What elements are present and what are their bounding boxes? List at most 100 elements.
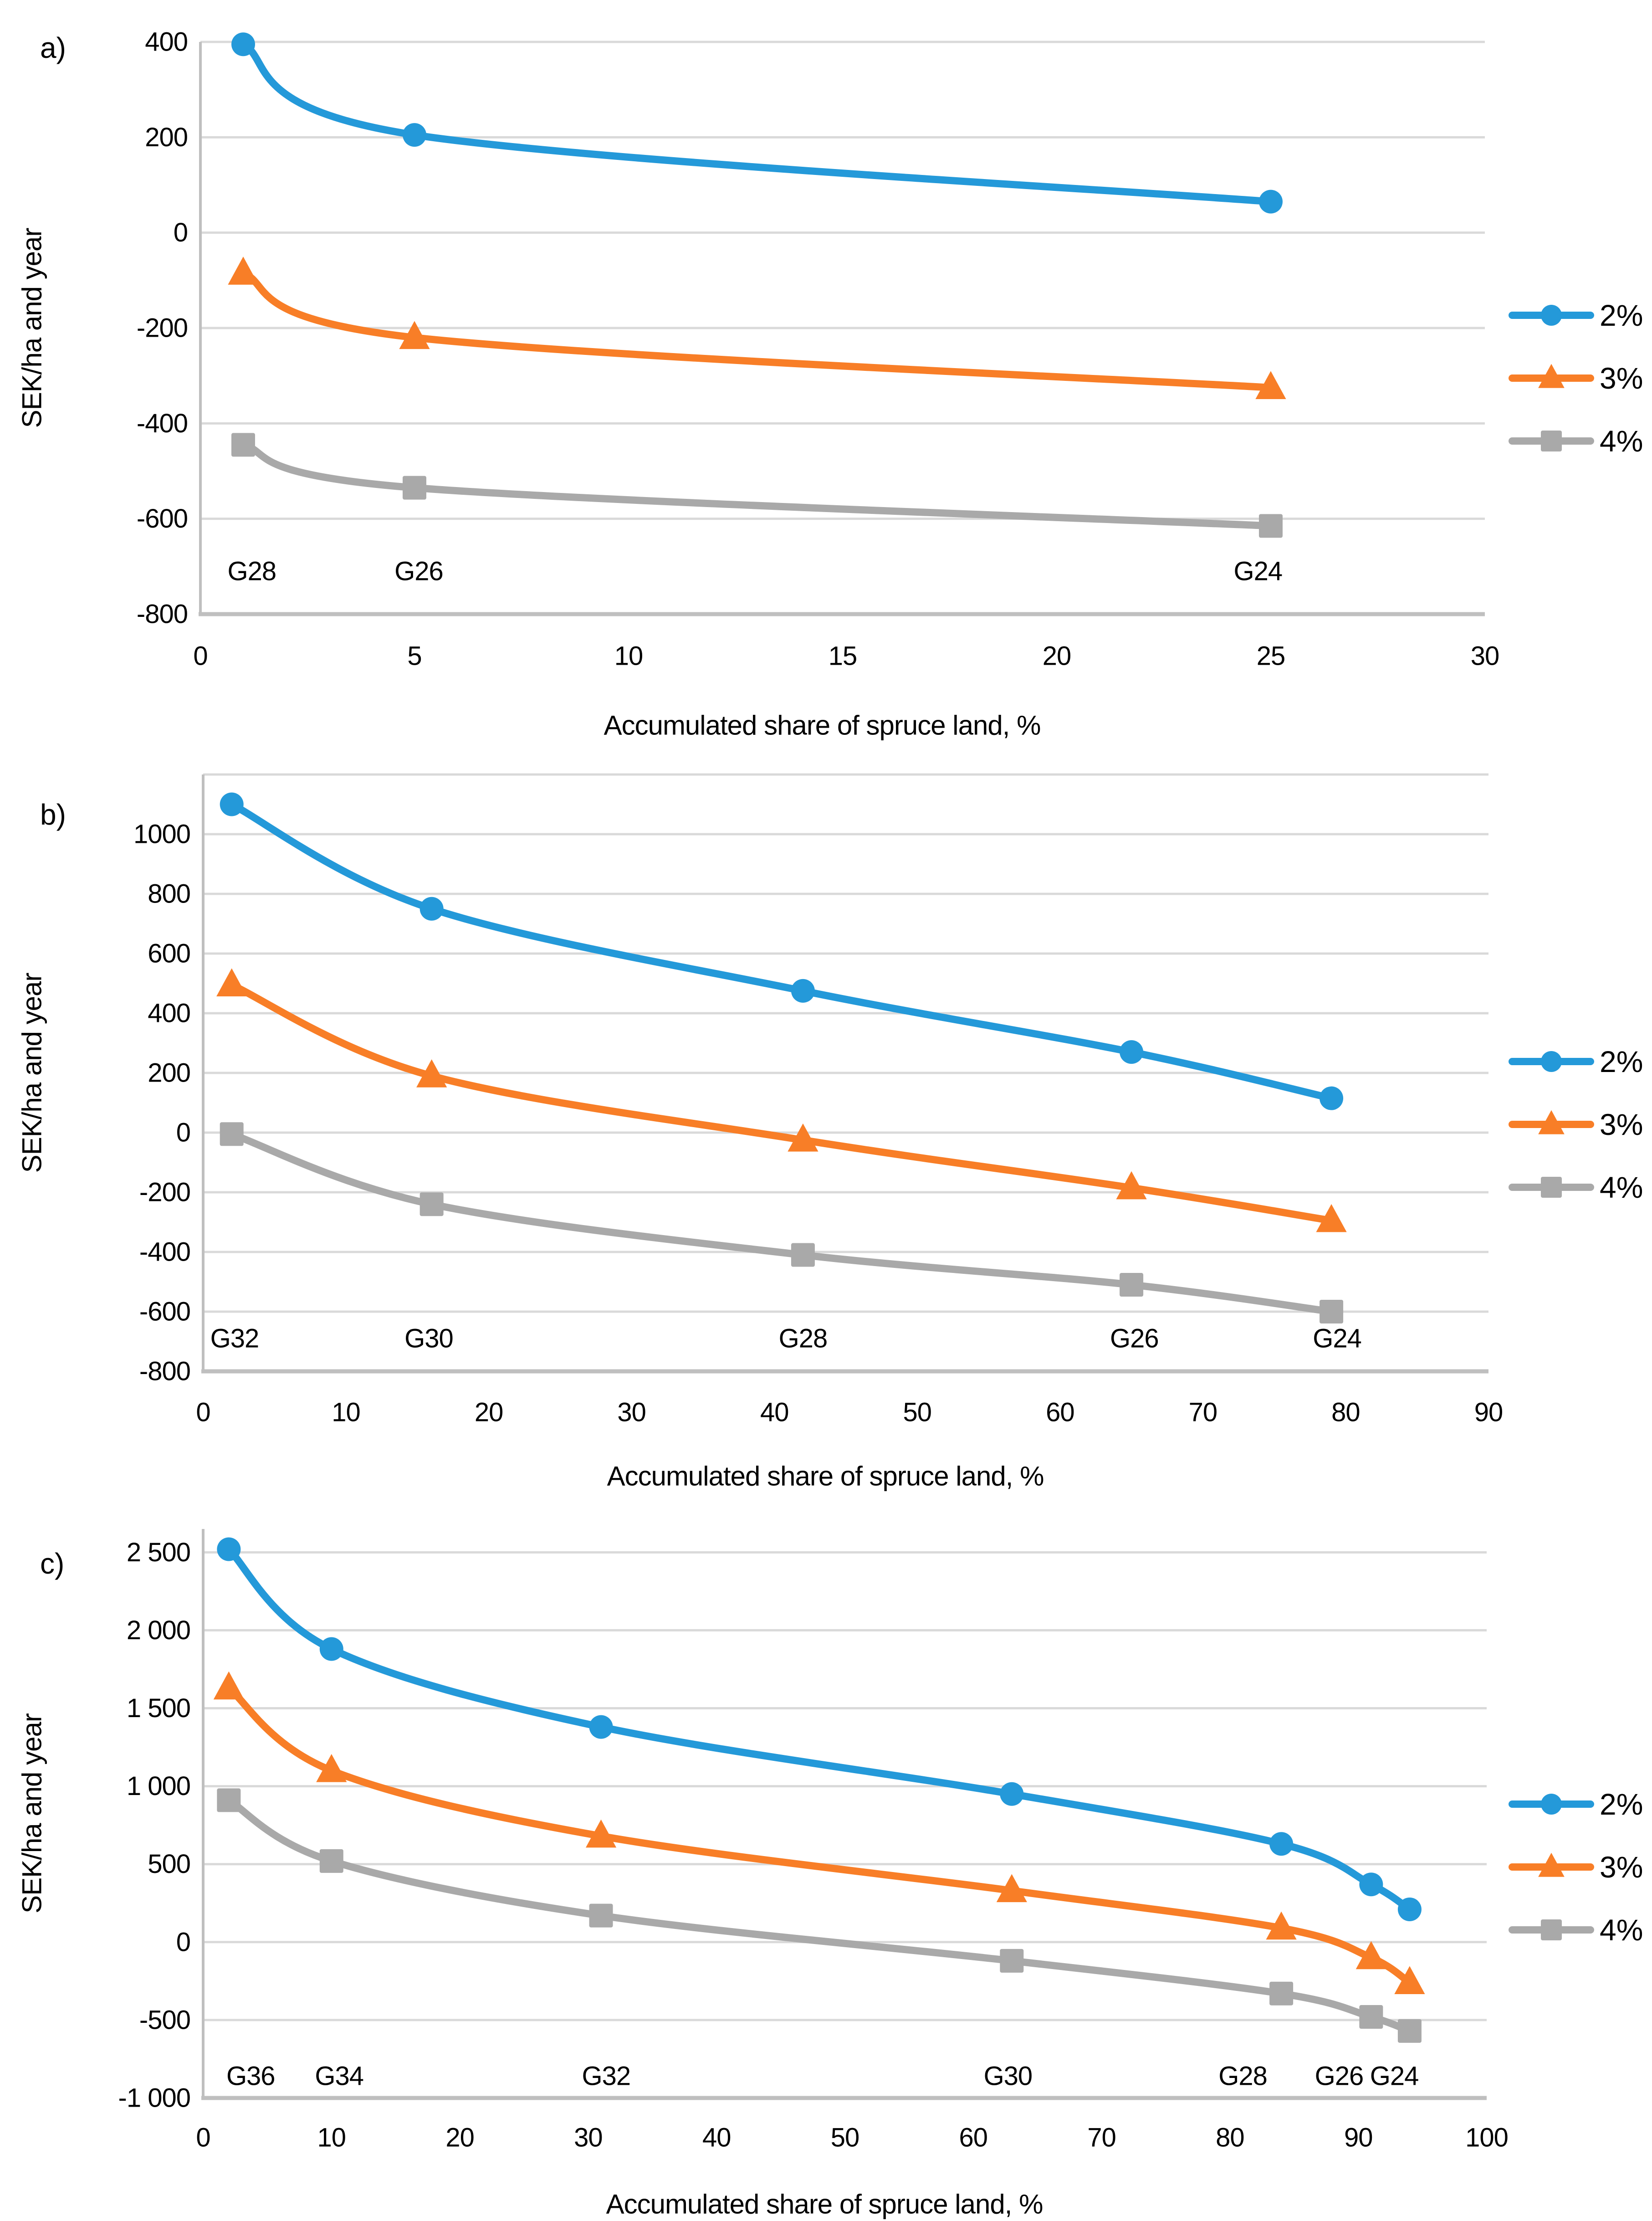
x-tick-label: 25 <box>1257 641 1285 671</box>
series-4pct-marker <box>419 1192 444 1216</box>
stand-label-g28: G28 <box>227 556 276 586</box>
stand-label-g26: G26 <box>1110 1323 1159 1353</box>
x-tick-label: 40 <box>760 1398 789 1427</box>
series-2pct-marker <box>1259 190 1283 214</box>
y-tick-label: -400 <box>139 1237 190 1267</box>
x-tick-label: 20 <box>475 1398 503 1427</box>
x-tick-label: 80 <box>1331 1398 1360 1427</box>
legend-2pct-marker-icon <box>1541 1051 1562 1072</box>
x-tick-label: 60 <box>1046 1398 1074 1427</box>
series-3pct-marker <box>1255 371 1286 400</box>
series-4pct-marker <box>1320 1300 1344 1323</box>
x-tick-label: 50 <box>903 1398 932 1427</box>
legend-3pct-label: 3% <box>1600 1108 1643 1141</box>
legend-3pct-marker-icon <box>1538 1852 1565 1877</box>
stand-label-g24: G24 <box>1370 2062 1419 2091</box>
series-4pct-marker <box>1120 1273 1144 1297</box>
series-3pct-marker <box>788 1123 818 1152</box>
series-3pct-marker <box>416 1059 447 1087</box>
y-tick-label: 400 <box>145 27 188 57</box>
x-tick-label: 0 <box>193 641 207 671</box>
x-tick-label: 20 <box>445 2123 474 2153</box>
x-axis-title: Accumulated share of spruce land, % <box>607 1461 1044 1492</box>
series-3pct-line <box>225 1684 1413 1986</box>
series-2pct-marker <box>1269 1832 1294 1856</box>
series-4pct-line <box>228 1130 1335 1315</box>
legend-4pct-marker-icon <box>1541 431 1562 451</box>
stand-label-g28: G28 <box>1218 2062 1267 2091</box>
y-tick-label: -200 <box>137 313 188 343</box>
legend-2pct-marker-icon <box>1541 1794 1562 1815</box>
x-tick-label: 20 <box>1043 641 1071 671</box>
y-tick-label: -500 <box>139 2005 190 2035</box>
stand-label-g26: G26 <box>394 556 443 586</box>
series-2pct-marker <box>589 1715 613 1739</box>
legend-3pct-label: 3% <box>1600 361 1643 395</box>
y-tick-label: -800 <box>137 600 188 629</box>
legend-4pct-marker-icon <box>1541 1919 1562 1940</box>
x-axis-title: Accumulated share of spruce land, % <box>604 710 1041 741</box>
series-3pct-marker <box>316 1754 347 1782</box>
stand-label-g24: G24 <box>1233 556 1282 586</box>
series-2pct-marker <box>220 792 244 816</box>
x-tick-label: 30 <box>617 1398 646 1427</box>
y-axis-title: SEK/ha and year <box>17 1713 47 1913</box>
y-axis-title: SEK/ha and year <box>17 973 47 1173</box>
legend-2pct-label: 2% <box>1600 1787 1643 1821</box>
x-tick-label: 40 <box>702 2123 731 2153</box>
stand-label-g26: G26 <box>1315 2062 1364 2091</box>
y-tick-label: 600 <box>148 939 190 969</box>
y-tick-label: 2 500 <box>127 1538 190 1567</box>
x-tick-label: 5 <box>407 641 421 671</box>
series-4pct-marker <box>1397 2019 1422 2043</box>
series-4pct-marker <box>1000 1949 1024 1973</box>
series-2pct-marker <box>1397 1897 1422 1921</box>
y-tick-label: 1 000 <box>127 1771 190 1801</box>
series-3pct-line <box>240 269 1274 391</box>
legend-4pct-marker-icon <box>1541 1177 1562 1198</box>
series-3pct-marker <box>1394 1966 1425 1994</box>
series-2pct-marker <box>791 979 815 1003</box>
stand-label-g24: G24 <box>1313 1323 1361 1353</box>
panel-letter: b) <box>40 798 66 831</box>
y-tick-label: -200 <box>139 1178 190 1207</box>
series-2pct-line <box>240 41 1274 205</box>
panel-letter: a) <box>40 31 66 64</box>
panel-letter: c) <box>40 1547 64 1580</box>
y-tick-label: 200 <box>145 123 188 152</box>
series-3pct-marker <box>213 1671 244 1700</box>
series-2pct-marker <box>419 897 444 921</box>
stand-label-g30: G30 <box>984 2062 1033 2091</box>
legend-3pct-marker-icon <box>1538 1110 1565 1134</box>
y-tick-label: 400 <box>148 999 190 1028</box>
legend-4pct-label: 4% <box>1600 1170 1643 1204</box>
series-2pct-marker <box>231 32 255 56</box>
series-3pct-marker <box>1116 1171 1147 1200</box>
legend-3pct-marker-icon <box>1538 364 1565 388</box>
x-tick-label: 15 <box>829 641 857 671</box>
x-tick-label: 10 <box>614 641 643 671</box>
y-tick-label: -600 <box>137 504 188 533</box>
y-tick-label: 800 <box>148 879 190 909</box>
stand-label-g32: G32 <box>210 1323 259 1353</box>
series-4pct-marker <box>791 1243 815 1267</box>
series-4pct-marker <box>1359 2005 1383 2029</box>
x-tick-label: 70 <box>1087 2123 1116 2153</box>
x-tick-label: 10 <box>317 2123 346 2153</box>
legend-2pct-label: 2% <box>1600 298 1643 332</box>
x-axis-title: Accumulated share of spruce land, % <box>606 2189 1043 2220</box>
series-4pct-marker <box>589 1903 613 1928</box>
x-tick-label: 30 <box>1471 641 1499 671</box>
series-4pct-marker <box>220 1122 244 1146</box>
y-tick-label: 0 <box>176 1927 190 1957</box>
series-2pct-marker <box>1320 1086 1344 1110</box>
legend-2pct-marker-icon <box>1541 305 1562 326</box>
series-2pct-marker <box>319 1637 343 1661</box>
series-3pct-marker <box>1266 1911 1297 1940</box>
x-tick-label: 80 <box>1216 2123 1244 2153</box>
series-2pct-marker <box>217 1537 241 1561</box>
x-tick-label: 0 <box>196 1398 210 1427</box>
y-tick-label: 1 500 <box>127 1693 190 1723</box>
